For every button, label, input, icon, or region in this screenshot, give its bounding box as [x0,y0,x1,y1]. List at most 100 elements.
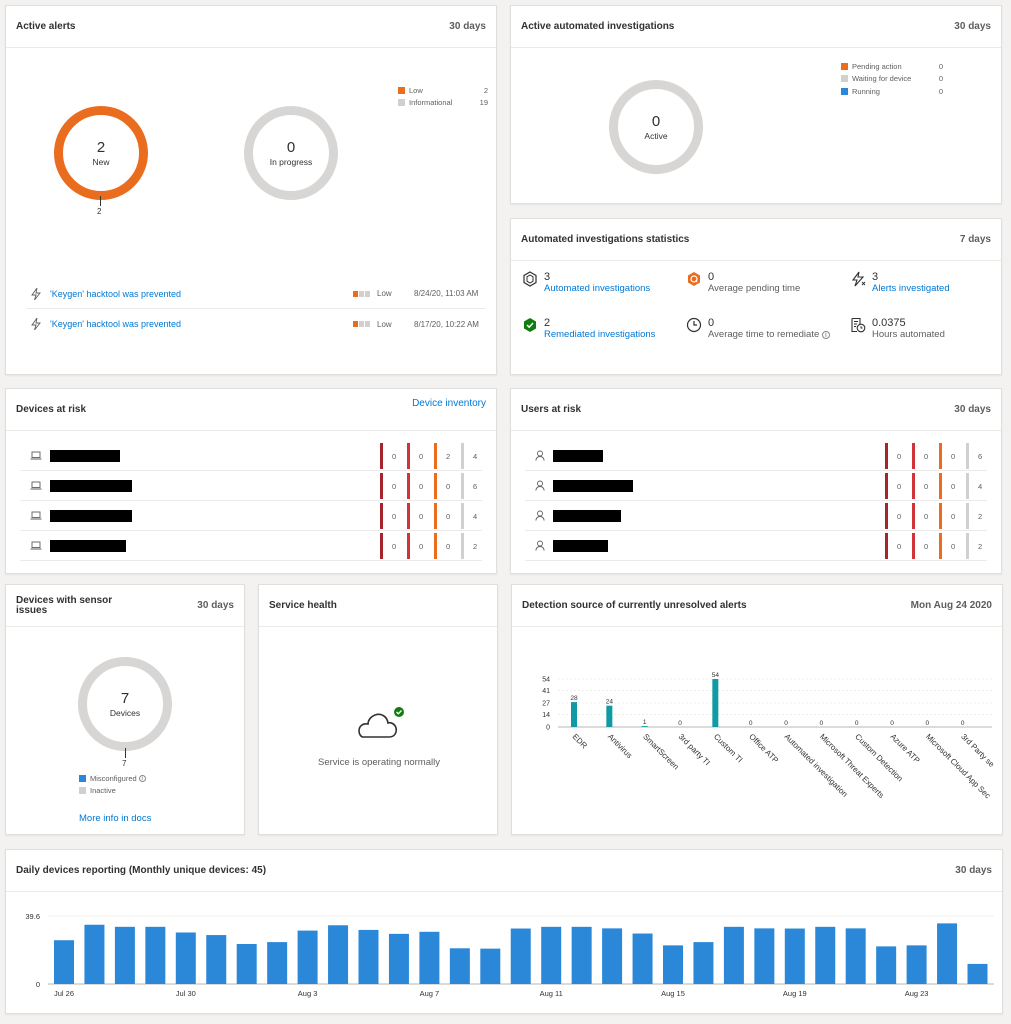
detection-source-card: Detection source of currently unresolved… [511,584,1003,835]
data-label: 54 [712,672,720,679]
legend-low-swatch [398,86,405,94]
stat-remediated-investigations[interactable]: 2 Remediated investigations [522,317,655,341]
more-info-docs-link[interactable]: More info in docs [79,813,152,824]
investigation-statistics-title: Automated investigations statistics [521,234,690,245]
user-name-redacted[interactable] [553,539,608,552]
bar [815,926,836,984]
user-name-redacted[interactable] [553,449,603,462]
remediated-hexagon-icon [524,318,536,332]
daily-devices-chart: 39.6 0 Jul 26 Jul 30 Aug 3 Aug 7 Aug 11 Aug 15 A… [25,912,994,998]
severity-count: 2 [966,533,990,559]
sensor-tick-value: 7 [122,759,127,768]
y-tick-label: 0 [546,725,550,732]
x-tick-label: Automated investigation [783,732,850,799]
user-name-redacted[interactable] [553,509,621,522]
clock-icon [686,317,702,333]
laptop-icon [30,541,42,550]
x-tick-label: Antivirus [606,732,634,760]
in-progress-label: In progress [269,156,313,167]
info-icon[interactable]: i [138,774,146,782]
users-at-risk-range[interactable]: 30 days [954,404,991,415]
stat-automated-investigations[interactable]: 3 Automated investigations [522,271,650,295]
lightning-icon [31,318,41,330]
data-label: 0 [890,720,894,727]
cloud-check-icon [358,707,404,738]
user-name-redacted[interactable] [553,479,633,492]
daily-devices-header: Daily devices reporting (Monthly unique … [6,850,1002,892]
automated-investigations-range[interactable]: 30 days [954,21,991,32]
legend-low[interactable]: Low 2 [398,84,488,97]
severity-count: 2 [461,533,485,559]
investigation-statistics-header: Automated investigations statistics 7 da… [511,219,1001,261]
sensor-tick-line [125,748,126,758]
bar [267,942,288,984]
new-alerts-donut[interactable]: 2 New [54,106,148,200]
legend-misconfigured[interactable]: Misconfigured i [79,772,146,785]
stat-label-link[interactable]: Automated investigations [544,283,651,294]
detection-source-title: Detection source of currently unresolved… [522,600,747,611]
automated-investigations-legend: Pending action 0 Waiting for device 0 Ru… [841,60,943,98]
bar [845,928,866,984]
stat-alerts-investigated[interactable]: 3 Alerts investigated [850,271,950,295]
stat-hours-automated: 0.0375 Hours automated [850,317,945,341]
legend-inactive-swatch [79,787,86,795]
alert-row[interactable]: 'Keygen' hacktool was prevented Low 8/24… [26,279,486,309]
sensor-devices-donut[interactable]: 7 Devices [78,657,172,751]
report-clock-icon [851,317,866,333]
active-investigations-donut[interactable]: 0 Active [609,80,703,174]
stat-value: 0.0375 [872,317,906,329]
legend-pending-action[interactable]: Pending action 0 [841,60,943,73]
severity-count: 0 [939,503,963,529]
alert-row[interactable]: 'Keygen' hacktool was prevented Low 8/17… [26,309,486,339]
active-alerts-range[interactable]: 30 days [449,21,486,32]
laptop-icon [30,481,42,490]
device-inventory-link[interactable]: Device inventory [412,398,486,409]
stat-value: 0 [708,271,715,283]
severity-bar-icon [353,321,370,327]
device-name-redacted[interactable] [50,539,126,552]
alert-title-link[interactable]: 'Keygen' hacktool was prevented [50,319,182,329]
legend-informational-swatch [398,99,405,107]
alert-title-link[interactable]: 'Keygen' hacktool was prevented [50,288,182,299]
data-label: 0 [926,720,930,727]
bar [541,926,562,984]
legend-waiting-device[interactable]: Waiting for device 0 [841,73,943,86]
in-progress-donut[interactable]: 0 In progress [244,106,338,200]
legend-informational[interactable]: Informational 19 [398,97,488,110]
legend-running[interactable]: Running 0 [841,85,943,98]
bar [84,924,105,984]
severity-count: 0 [434,503,458,529]
laptop-icon [30,451,42,460]
device-name-redacted[interactable] [50,449,120,462]
legend-informational-value: 19 [479,98,488,108]
investigation-statistics-range[interactable]: 7 days [959,234,991,245]
device-name-redacted[interactable] [50,509,132,522]
bar [876,946,897,984]
bar [175,932,196,984]
legend-inactive[interactable]: Inactive [79,785,146,798]
bar [663,945,683,984]
bar [328,925,349,984]
stat-label-link[interactable]: Alerts investigated [872,283,950,294]
bar [510,928,531,984]
stat-label-link[interactable]: Remediated investigations [544,329,656,340]
x-tick-label: Jul 30 [176,989,196,998]
legend-waiting-swatch [841,75,848,83]
severity-count: 0 [939,443,963,469]
bar [236,943,257,984]
info-icon[interactable]: i [821,331,830,339]
daily-devices-range[interactable]: 30 days [955,865,992,876]
legend-informational-label: Informational [409,98,453,108]
device-name-redacted[interactable] [50,479,132,492]
sensor-issues-range[interactable]: 30 days [197,600,234,611]
data-label: 0 [961,720,965,727]
